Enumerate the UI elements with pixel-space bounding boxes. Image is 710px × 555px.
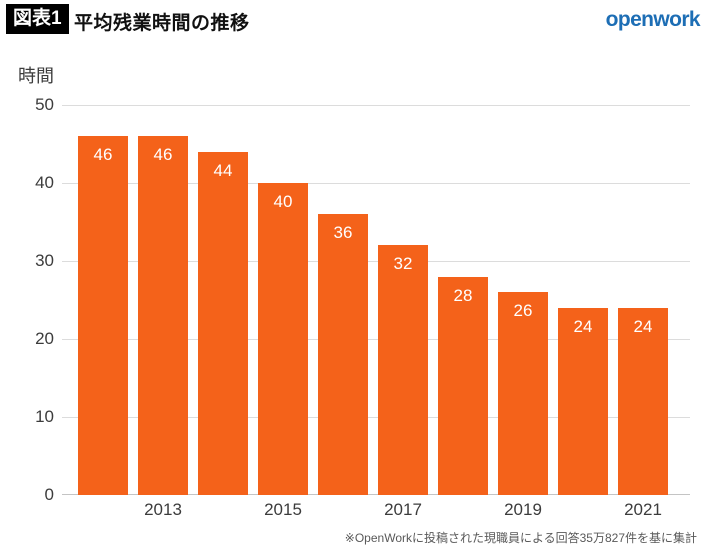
bar-value-label-2021: 24 [633,316,653,336]
x-axis: 2013 2015 2017 2019 2021 [62,500,690,524]
openwork-logo: openwork [605,8,701,31]
gridline-y-40 [62,183,690,184]
bar-value-label-2012: 46 [93,145,113,165]
bar-value-label-2019: 26 [513,301,533,321]
y-axis: 0 10 20 30 40 50 [0,96,54,504]
figure-number-badge: 図表1 [6,4,69,34]
gridline-y-20 [62,339,690,340]
bar-value-label-2016: 36 [333,223,353,243]
bar-chart-plot-area: 46 46 44 40 36 32 28 26 24 24 [62,105,690,495]
bar-value-label-2020: 24 [573,316,593,336]
x-axis-tick-label-2013: 2013 [144,500,182,519]
bar-2012: 46 [78,136,128,495]
bar-2021: 24 [618,307,668,495]
y-axis-unit-label: 時間 [18,66,54,86]
bar-value-label-2017: 32 [393,254,413,274]
gridline-y-30 [62,261,690,262]
x-axis-tick-label-2021: 2021 [624,500,662,519]
x-axis-tick-label-2017: 2017 [384,500,422,519]
y-axis-tick-label-10: 10 [35,407,54,426]
bar-value-label-2018: 28 [453,285,473,305]
bar-2015: 40 [258,183,308,495]
bar-2013: 46 [138,136,188,495]
bar-2016: 36 [318,214,368,495]
page-title: 平均残業時間の推移 [74,13,250,34]
y-axis-tick-label-30: 30 [35,251,54,270]
x-axis-tick-label-2019: 2019 [504,500,542,519]
y-axis-tick-label-20: 20 [35,329,54,348]
bar-value-label-2015: 40 [273,192,293,211]
y-axis-tick-label-50: 50 [35,95,54,114]
bar-value-label-2014: 44 [213,160,233,180]
bar-2014: 44 [198,151,248,495]
gridline-y-10 [62,417,690,418]
bar-value-label-2013: 46 [153,145,173,165]
y-axis-tick-label-0: 0 [44,485,54,504]
bar-2020: 24 [558,307,608,495]
bar-2019: 26 [498,292,548,495]
gridline-y-0 [62,494,690,495]
bar-2017: 32 [378,245,428,495]
source-footnote: ※OpenWorkに投稿された現職員による回答35万827件を基に集計 [344,531,697,545]
y-axis-tick-label-40: 40 [35,173,54,192]
x-axis-tick-label-2015: 2015 [264,500,302,519]
gridline-y-50 [62,105,690,106]
bar-2018: 28 [438,276,488,495]
